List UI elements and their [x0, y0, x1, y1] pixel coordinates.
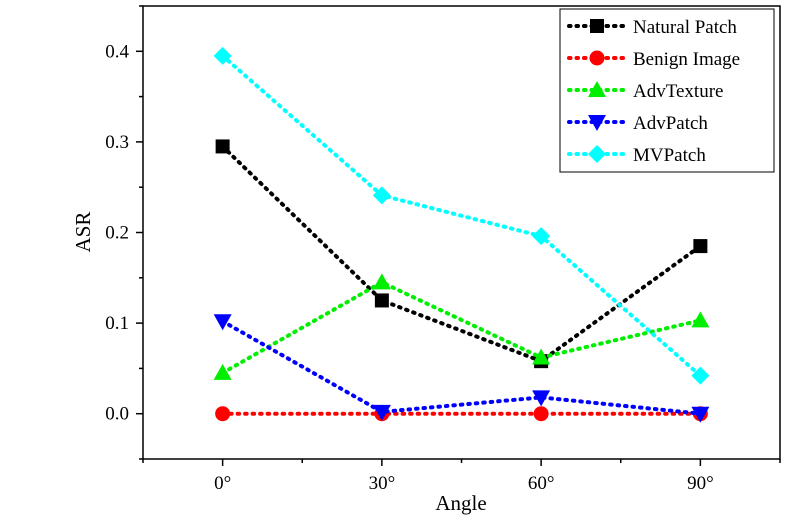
y-tick-label: 0.2: [105, 223, 129, 244]
legend-label: Benign Image: [633, 49, 740, 70]
data-point: [372, 186, 391, 205]
data-point: [533, 406, 549, 422]
series-line: [220, 144, 703, 364]
x-axis-title: Angle: [435, 491, 486, 515]
data-point: [213, 363, 232, 380]
series-group: [213, 314, 710, 423]
data-point: [374, 293, 389, 308]
y-tick-label: 0.4: [105, 41, 129, 62]
data-point: [372, 404, 391, 421]
legend-label: Natural Patch: [633, 17, 737, 38]
legend-marker: [588, 145, 606, 163]
legend-label: AdvTexture: [633, 81, 723, 102]
x-tick-label: 30°: [369, 473, 396, 494]
data-point: [532, 390, 551, 407]
y-tick-label: 0.0: [105, 404, 129, 425]
data-point: [213, 46, 232, 65]
legend-marker: [588, 115, 606, 131]
data-point: [372, 273, 391, 290]
data-point: [693, 239, 708, 254]
data-point: [532, 227, 551, 246]
data-point: [691, 366, 710, 385]
data-point: [691, 406, 710, 423]
data-point: [691, 311, 710, 328]
legend-marker: [590, 19, 604, 33]
data-point: [532, 348, 551, 365]
series-line: [220, 280, 703, 375]
x-axis: 0° 30° 60° 90°: [142, 459, 781, 494]
series-group: [213, 46, 710, 385]
y-tick-label: 0.1: [105, 313, 129, 334]
legend: Natural Patch Benign Image AdvTexture AdvPa…: [559, 8, 775, 173]
x-tick-label: 90°: [687, 473, 714, 494]
legend-marker: [589, 50, 605, 66]
data-point: [215, 406, 231, 422]
legend-label: AdvPatch: [633, 113, 708, 134]
legend-label: MVPatch: [633, 145, 706, 166]
y-tick-label: 0.3: [105, 132, 129, 153]
y-axis-title: ASR: [71, 212, 95, 253]
data-point: [213, 314, 232, 331]
series-line: [220, 53, 703, 378]
series-group: [213, 273, 710, 380]
x-tick-label: 0°: [214, 473, 231, 494]
data-point: [215, 139, 230, 154]
series-line: [220, 319, 703, 416]
legend-marker: [588, 81, 606, 97]
x-tick-label: 60°: [528, 473, 555, 494]
series-layer: [213, 46, 710, 423]
y-axis: 0.0 0.1 0.2 0.3 0.4: [105, 5, 143, 460]
